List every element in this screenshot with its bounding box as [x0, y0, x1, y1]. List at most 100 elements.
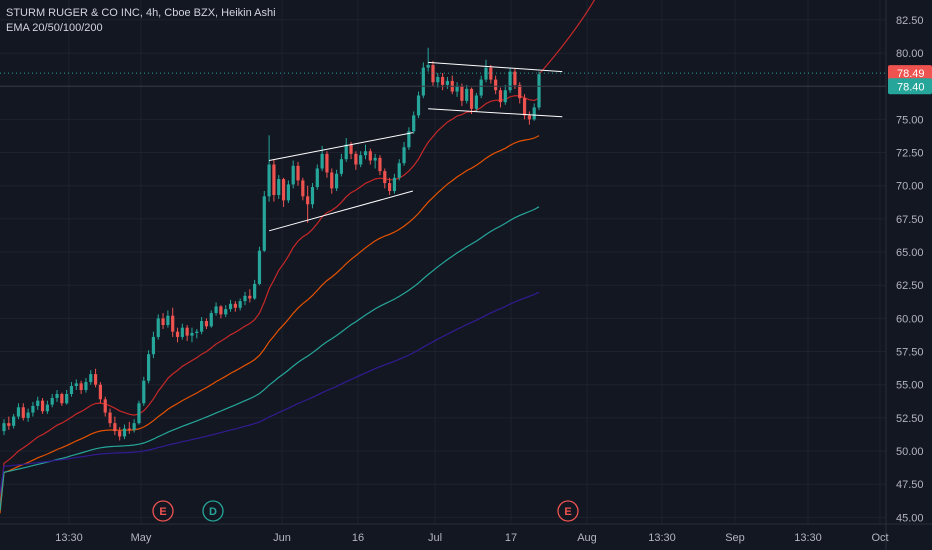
candle-body	[2, 423, 6, 432]
candle-body	[12, 416, 16, 426]
candle-body	[204, 321, 209, 327]
candle-body	[65, 393, 69, 404]
candle-body	[267, 164, 271, 197]
candle-body	[498, 90, 503, 103]
candle-body	[50, 397, 54, 405]
candle-body	[363, 151, 368, 156]
candle-body	[407, 131, 411, 148]
candle-body	[469, 88, 474, 109]
candle-body	[219, 306, 223, 315]
candle-body	[518, 84, 522, 99]
candle-body	[253, 283, 257, 299]
chart-title[interactable]: STURM RUGER & CO INC, 4h, Cboe BZX, Heik…	[6, 7, 276, 19]
time-tick-label: 13:30	[794, 532, 822, 544]
price-tick-label: 62.50	[896, 280, 924, 292]
candle-body	[431, 65, 435, 83]
candle-body	[527, 115, 531, 120]
candle-body	[200, 321, 204, 332]
indicator-label[interactable]: EMA 20/50/100/200	[6, 22, 103, 34]
candle-body	[45, 404, 49, 412]
candle-body	[142, 380, 146, 404]
candle-body	[93, 374, 98, 385]
time-tick-label: 16	[352, 532, 364, 544]
candles	[2, 47, 541, 441]
candle-body	[151, 336, 156, 355]
time-tick-label: Jun	[273, 532, 291, 544]
candle-body	[436, 76, 440, 83]
chart-legend: STURM RUGER & CO INC, 4h, Cboe BZX, Heik…	[6, 6, 276, 36]
candle-body	[156, 318, 160, 337]
candle-body	[103, 399, 107, 413]
candle-body	[147, 354, 151, 381]
candle-body	[359, 155, 363, 165]
candle-body	[306, 196, 310, 205]
candle-body	[503, 90, 507, 103]
candle-body	[214, 306, 218, 314]
ema-line-20-projection	[538, 0, 596, 75]
candle-body	[79, 383, 83, 391]
time-tick-label: 17	[505, 532, 517, 544]
candle-body	[513, 71, 517, 85]
candle-body	[238, 301, 242, 308]
candle-body	[412, 115, 416, 132]
candle-body	[36, 400, 40, 406]
candle-body	[339, 159, 343, 174]
candle-body	[474, 95, 478, 109]
candle-body	[325, 153, 329, 173]
candle-body	[171, 315, 175, 332]
candle-body	[296, 165, 300, 181]
candle-body	[402, 147, 406, 164]
candle-body	[98, 384, 102, 400]
candle-body	[383, 171, 387, 184]
dividend-marker[interactable]: D	[202, 500, 224, 522]
candle-body	[243, 295, 247, 302]
price-tick-label: 70.00	[896, 181, 924, 193]
time-axis[interactable]: 13:30 May Jun 16 Jul 17 Aug 13:30 Sep 13:30 Oct	[55, 532, 888, 544]
candle-body	[397, 163, 401, 178]
ema-lines	[0, 0, 596, 514]
time-tick-label: 13:30	[55, 532, 83, 544]
price-tick-label: 47.50	[896, 479, 924, 491]
price-tick-label: 50.00	[896, 446, 924, 458]
candle-body	[55, 393, 59, 398]
ema-line-20	[0, 95, 540, 505]
candle-body	[349, 144, 353, 154]
price-tick-label: 75.00	[896, 114, 924, 126]
candle-body	[421, 67, 425, 96]
candle-body	[392, 177, 397, 192]
candle-body	[484, 67, 488, 80]
trendlines[interactable]	[268, 61, 563, 232]
candle-body	[180, 327, 184, 337]
candle-body	[286, 184, 290, 201]
candle-body	[320, 153, 324, 169]
candle-body	[368, 151, 372, 161]
earnings-marker[interactable]: E	[152, 500, 174, 522]
candle-body	[118, 431, 122, 437]
candle-body	[74, 383, 78, 387]
price-tag	[888, 65, 932, 82]
earnings-marker[interactable]: E	[557, 500, 579, 522]
price-tick-label: 82.50	[896, 15, 924, 27]
candle-body	[122, 428, 127, 437]
price-axis[interactable]: 45.00 47.50 50.00 52.50 55.00 57.50 60.00 62.50…	[896, 15, 924, 524]
candle-body	[69, 386, 74, 394]
price-tag-label: 78.40	[897, 81, 925, 93]
candle-body	[522, 98, 527, 116]
candle-body	[378, 157, 382, 172]
candle-body	[315, 168, 319, 188]
price-tick-label: 55.00	[896, 380, 924, 392]
candle-body	[416, 95, 421, 116]
candle-body	[479, 79, 483, 96]
candle-body	[301, 180, 305, 197]
price-tick-label: 60.00	[896, 313, 924, 325]
candle-body	[21, 407, 25, 418]
ema-line-50	[0, 135, 540, 514]
candle-body	[60, 393, 64, 404]
time-tick-label: Oct	[871, 532, 888, 544]
time-tick-label: Jul	[428, 532, 442, 544]
candle-body	[330, 172, 334, 189]
